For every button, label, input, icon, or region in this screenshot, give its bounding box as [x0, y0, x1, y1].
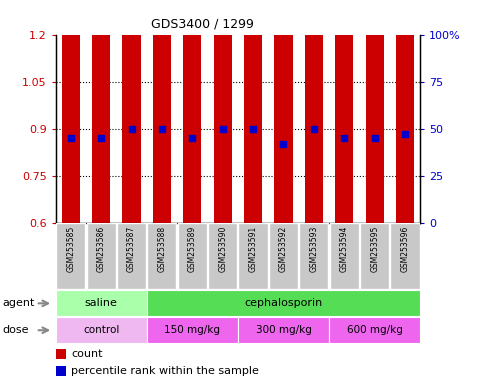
Bar: [396, 0, 414, 223]
Text: GSM253591: GSM253591: [249, 226, 257, 272]
Point: [188, 135, 196, 141]
Text: GSM253587: GSM253587: [127, 226, 136, 272]
FancyBboxPatch shape: [269, 223, 298, 289]
FancyBboxPatch shape: [330, 223, 359, 289]
Text: agent: agent: [2, 298, 35, 308]
Text: GSM253588: GSM253588: [157, 226, 167, 272]
Text: GSM253592: GSM253592: [279, 226, 288, 272]
Text: 600 mg/kg: 600 mg/kg: [347, 325, 402, 335]
Point: [219, 126, 227, 132]
FancyBboxPatch shape: [299, 223, 328, 289]
Bar: [56, 349, 67, 359]
Bar: [213, 0, 232, 223]
Point: [280, 141, 287, 147]
FancyBboxPatch shape: [329, 317, 420, 343]
FancyBboxPatch shape: [56, 223, 85, 289]
Text: GSM253595: GSM253595: [370, 226, 379, 273]
Point: [97, 135, 105, 141]
Bar: [244, 0, 262, 223]
FancyBboxPatch shape: [147, 290, 420, 316]
FancyBboxPatch shape: [56, 290, 147, 316]
Text: control: control: [83, 325, 119, 335]
Text: GDS3400 / 1299: GDS3400 / 1299: [152, 17, 254, 30]
Bar: [122, 0, 141, 223]
FancyBboxPatch shape: [86, 223, 116, 289]
Text: dose: dose: [2, 325, 29, 335]
Text: GSM253596: GSM253596: [400, 226, 410, 273]
FancyBboxPatch shape: [117, 223, 146, 289]
Bar: [183, 0, 201, 223]
Point: [249, 126, 257, 132]
FancyBboxPatch shape: [390, 223, 420, 289]
Point: [128, 126, 135, 132]
Text: saline: saline: [85, 298, 117, 308]
Bar: [305, 0, 323, 223]
FancyBboxPatch shape: [360, 223, 389, 289]
FancyBboxPatch shape: [238, 317, 329, 343]
Bar: [56, 366, 67, 376]
Bar: [153, 0, 171, 223]
Text: GSM253593: GSM253593: [309, 226, 318, 273]
Text: percentile rank within the sample: percentile rank within the sample: [71, 366, 259, 376]
Point: [341, 135, 348, 141]
Point: [310, 126, 318, 132]
Point: [158, 126, 166, 132]
Text: 150 mg/kg: 150 mg/kg: [164, 325, 220, 335]
Text: GSM253585: GSM253585: [66, 226, 75, 272]
FancyBboxPatch shape: [147, 317, 238, 343]
Point: [371, 135, 379, 141]
Text: GSM253590: GSM253590: [218, 226, 227, 273]
Text: GSM253594: GSM253594: [340, 226, 349, 273]
Text: GSM253589: GSM253589: [188, 226, 197, 272]
Bar: [62, 0, 80, 223]
FancyBboxPatch shape: [239, 223, 268, 289]
FancyBboxPatch shape: [147, 223, 176, 289]
Point: [401, 131, 409, 137]
Bar: [335, 5, 354, 223]
Bar: [92, 0, 110, 223]
FancyBboxPatch shape: [178, 223, 207, 289]
FancyBboxPatch shape: [56, 317, 147, 343]
FancyBboxPatch shape: [208, 223, 237, 289]
Text: 300 mg/kg: 300 mg/kg: [256, 325, 312, 335]
Point: [67, 135, 74, 141]
Bar: [366, 0, 384, 223]
Bar: [274, 28, 293, 223]
Text: GSM253586: GSM253586: [97, 226, 106, 272]
Text: cephalosporin: cephalosporin: [244, 298, 323, 308]
Text: count: count: [71, 349, 103, 359]
